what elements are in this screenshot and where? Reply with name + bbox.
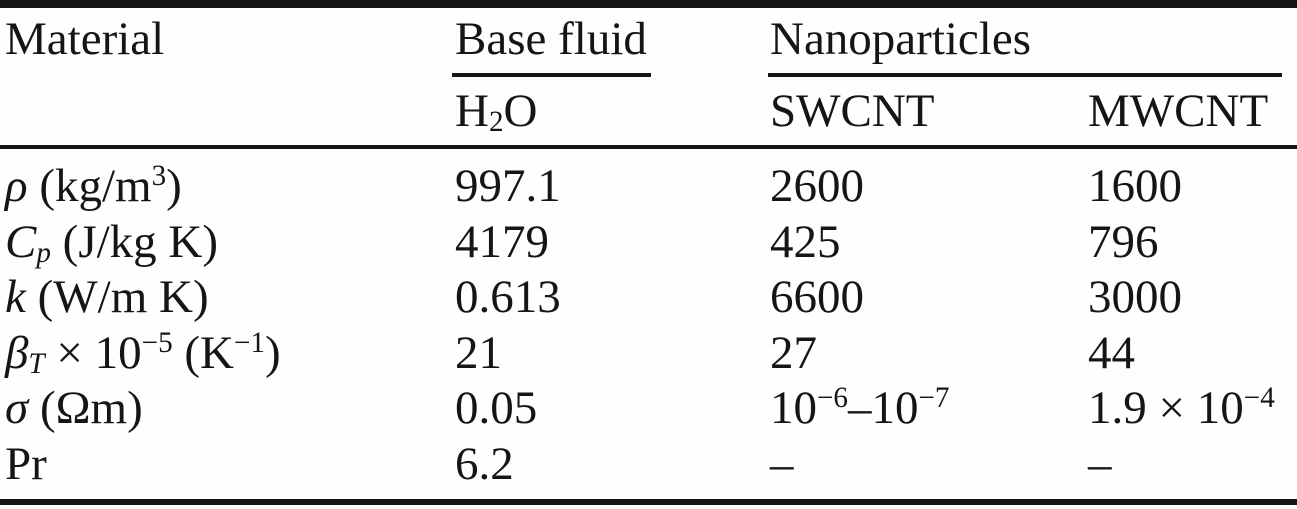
- cell-electrical-resistivity-mwcnt: 1.9 × 10−4: [1088, 381, 1275, 434]
- table-row-thermal-expansion: βT × 10−5 (K−1) 21 27 44: [0, 325, 1297, 381]
- header-column-row: H2O SWCNT MWCNT: [0, 84, 1297, 138]
- subscript-t: T: [28, 348, 45, 381]
- cell-thermal-conductivity-h2o: 0.613: [455, 271, 561, 323]
- cell-heat-capacity-h2o: 4179: [455, 216, 549, 268]
- header-nanoparticles-group: Nanoparticles: [768, 12, 1297, 66]
- table-row-thermal-conductivity: k (W/m K) 0.613 6600 3000: [0, 269, 1297, 325]
- table-top-rule: [0, 0, 1297, 8]
- row-label-heat-capacity: Cp (J/kg K): [5, 216, 219, 270]
- header-base-fluid-label: Base fluid: [455, 13, 647, 65]
- h2o-text: H: [455, 85, 489, 137]
- cell-electrical-resistivity-swcnt: 10−6–10−7: [770, 381, 950, 434]
- cell-density-mwcnt: 1600: [1088, 160, 1182, 212]
- table-row-heat-capacity: Cp (J/kg K) 4179 425 796: [0, 214, 1297, 270]
- header-material: Material: [0, 12, 452, 66]
- cell-heat-capacity-mwcnt: 796: [1088, 216, 1159, 268]
- cell-thermal-conductivity-swcnt: 6600: [770, 271, 864, 323]
- cell-prandtl-swcnt: –: [770, 438, 794, 490]
- header-separator-rule: [0, 145, 1297, 149]
- header-swcnt: SWCNT: [770, 85, 935, 137]
- header-group-row: Material Base fluid Nanoparticles: [0, 10, 1297, 68]
- header-base-fluid-group: Base fluid: [452, 12, 768, 66]
- row-label-electrical-resistivity: σ (Ωm): [5, 382, 143, 434]
- symbol-rho: ρ: [5, 160, 28, 212]
- h2o-text-end: O: [503, 85, 538, 137]
- header-mwcnt: MWCNT: [1088, 85, 1269, 137]
- row-label-prandtl: Pr: [5, 438, 47, 490]
- row-label-density: ρ (kg/m3): [5, 159, 182, 212]
- table-row-density: ρ (kg/m3) 997.1 2600 1600: [0, 158, 1297, 214]
- symbol-beta: β: [5, 327, 29, 379]
- cell-heat-capacity-swcnt: 425: [770, 216, 841, 268]
- cell-prandtl-h2o: 6.2: [455, 438, 514, 490]
- row-label-thermal-expansion: βT × 10−5 (K−1): [5, 326, 281, 381]
- row-label-thermal-conductivity: k (W/m K): [5, 271, 209, 323]
- symbol-k: k: [5, 271, 26, 323]
- cell-thermal-conductivity-mwcnt: 3000: [1088, 271, 1182, 323]
- cell-density-h2o: 997.1: [455, 160, 561, 212]
- symbol-sigma: σ: [5, 382, 29, 434]
- table-bottom-rule: [0, 499, 1297, 505]
- cell-thermal-expansion-h2o: 21: [455, 327, 502, 379]
- cell-thermal-expansion-mwcnt: 44: [1088, 327, 1135, 379]
- table-row-electrical-resistivity: σ (Ωm) 0.05 10−6–10−7 1.9 × 10−4: [0, 380, 1297, 436]
- h2o-subscript: 2: [488, 106, 504, 139]
- symbol-c: C: [5, 216, 37, 268]
- subscript-p: p: [36, 237, 51, 270]
- cell-prandtl-mwcnt: –: [1088, 438, 1112, 490]
- header-h2o: H2O: [452, 84, 768, 138]
- nanoparticles-underline-rule: [768, 73, 1282, 77]
- base-fluid-underline-rule: [452, 73, 651, 77]
- cell-density-swcnt: 2600: [770, 160, 864, 212]
- cell-electrical-resistivity-h2o: 0.05: [455, 382, 538, 434]
- header-material-label: Material: [5, 13, 165, 65]
- cell-thermal-expansion-swcnt: 27: [770, 327, 817, 379]
- table-row-prandtl: Pr 6.2 – –: [0, 436, 1297, 492]
- header-nanoparticles-label: Nanoparticles: [770, 13, 1032, 65]
